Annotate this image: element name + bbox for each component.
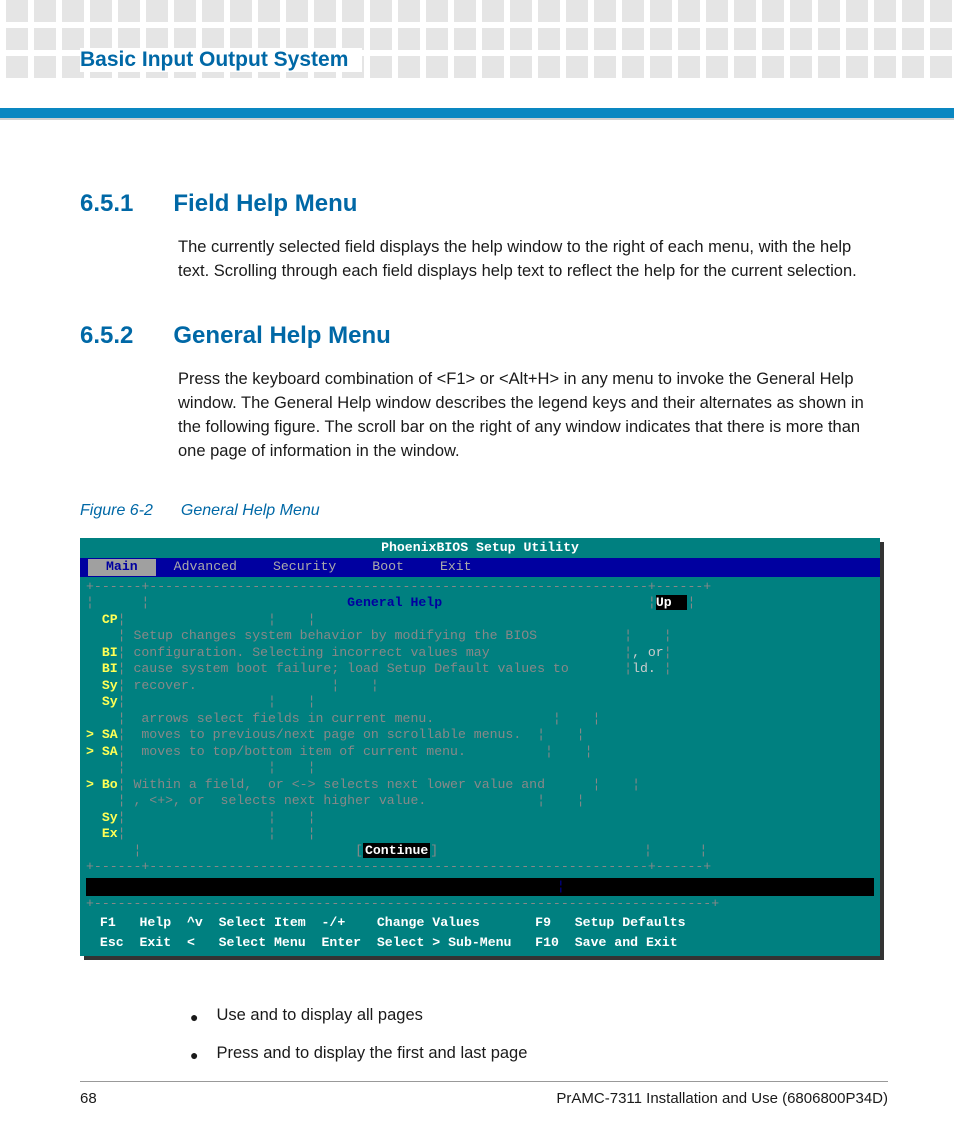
doc-id: PrAMC-7311 Installation and Use (6806800… xyxy=(556,1090,888,1107)
page-footer: 68 PrAMC-7311 Installation and Use (6806… xyxy=(80,1081,888,1107)
bios-scrollbar[interactable]: ¦ xyxy=(86,878,874,897)
bullet-text: Press and to display the first and last … xyxy=(216,1044,527,1063)
bios-tab-exit[interactable]: Exit xyxy=(422,559,490,576)
list-item: ● Use and to display all pages xyxy=(190,1006,884,1028)
bios-continue-button[interactable]: Continue xyxy=(363,843,430,858)
bios-legend: F1 Help ^v Select Item -/+ Change Values… xyxy=(86,913,874,934)
section-title: Field Help Menu xyxy=(173,190,357,218)
section-number: 6.5.1 xyxy=(80,190,133,218)
figure-label: Figure 6-2 xyxy=(80,502,153,520)
bios-tab-boot[interactable]: Boot xyxy=(354,559,422,576)
figure-title: General Help Menu xyxy=(181,502,320,520)
bios-screenshot: PhoenixBIOS Setup Utility MainAdvancedSe… xyxy=(80,538,880,956)
section-body: Press the keyboard combination of <F1> o… xyxy=(178,368,884,464)
bullet-icon: ● xyxy=(190,1006,198,1028)
section-title: General Help Menu xyxy=(173,322,390,350)
header-pattern: Basic Input Output System xyxy=(0,0,954,90)
accent-bar xyxy=(0,108,954,120)
bullet-icon: ● xyxy=(190,1044,198,1066)
bios-tab-bar: MainAdvancedSecurityBootExit xyxy=(80,558,880,577)
figure-caption: Figure 6-2 General Help Menu xyxy=(80,502,884,520)
list-item: ● Press and to display the first and last… xyxy=(190,1044,884,1066)
chapter-title: Basic Input Output System xyxy=(80,48,362,72)
page-number: 68 xyxy=(80,1090,97,1107)
section-body: The currently selected field displays th… xyxy=(178,236,884,284)
section-651: 6.5.1 Field Help Menu The currently sele… xyxy=(80,190,884,284)
bios-tab-main[interactable]: Main xyxy=(88,559,156,576)
bullet-list: ● Use and to display all pages ● Press and … xyxy=(190,1006,884,1067)
bios-tab-security[interactable]: Security xyxy=(255,559,354,576)
bios-tab-advanced[interactable]: Advanced xyxy=(156,559,255,576)
section-652: 6.5.2 General Help Menu Press the keyboa… xyxy=(80,322,884,464)
bios-inner: +------+--------------------------------… xyxy=(80,577,880,956)
page-content: 6.5.1 Field Help Menu The currently sele… xyxy=(0,120,954,1066)
bullet-text: Use and to display all pages xyxy=(216,1006,422,1025)
bios-legend: Esc Exit < Select Menu Enter Select > Su… xyxy=(86,933,874,954)
section-number: 6.5.2 xyxy=(80,322,133,350)
bios-app-title: PhoenixBIOS Setup Utility xyxy=(80,538,880,559)
